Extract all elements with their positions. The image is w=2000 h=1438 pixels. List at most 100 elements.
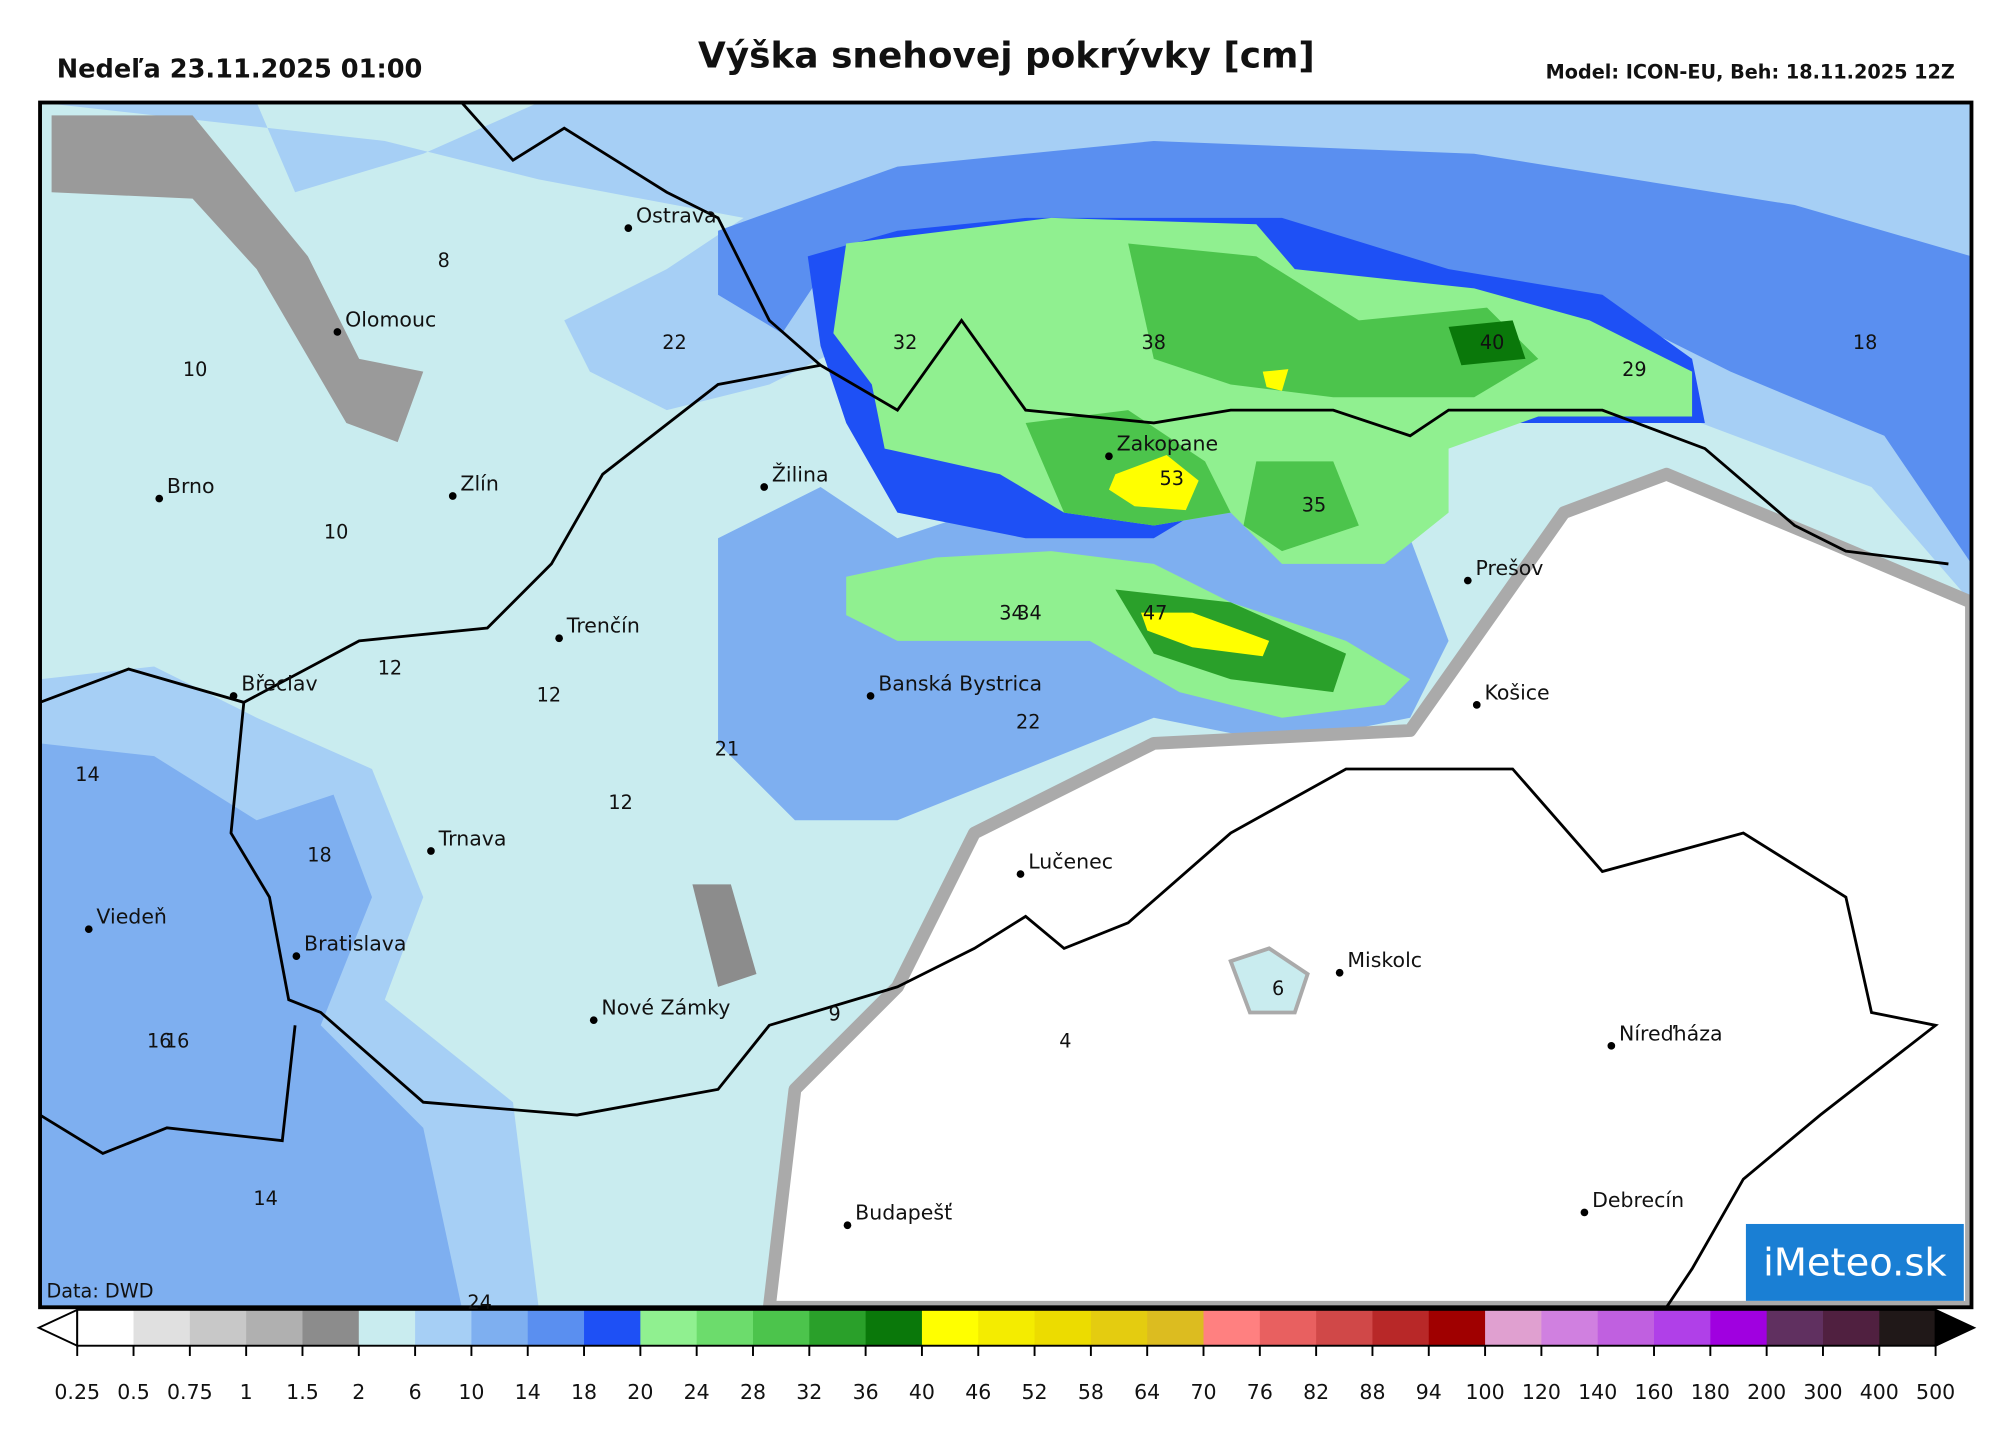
map-value: 40: [1480, 331, 1504, 354]
snow-area: [1128, 243, 1539, 398]
city-dot: [760, 483, 769, 491]
colorbar-segment: [1428, 1309, 1486, 1346]
city-dot: [589, 1016, 598, 1025]
colorbar-tick-label: 24: [684, 1380, 710, 1404]
map-value: 16: [147, 1029, 171, 1052]
colorbar-segment: [415, 1309, 473, 1346]
colorbar-tick-label: 14: [515, 1380, 541, 1404]
map-value: 12: [378, 657, 402, 680]
no-snow-area: [762, 467, 1972, 1308]
colorbar-segment: [1766, 1309, 1824, 1346]
map-value: 35: [1302, 494, 1326, 517]
city-label: Košice: [1484, 680, 1549, 704]
colorbar-segment: [1485, 1309, 1543, 1346]
map-value: 53: [1160, 467, 1184, 490]
colorbar-segment: [1597, 1309, 1655, 1346]
city-dot: [1105, 452, 1113, 461]
logo-box: [1745, 1223, 1964, 1301]
city-dot: [843, 1221, 852, 1230]
snow-area: [692, 884, 757, 987]
colorbar-tick-label: 76: [1247, 1380, 1273, 1404]
map-value: 29: [1622, 358, 1646, 381]
colorbar-segment: [1034, 1309, 1092, 1346]
data-source: Data: DWD: [46, 1279, 153, 1302]
colorbar-tick-label: 6: [409, 1380, 422, 1404]
city-label: Miskolc: [1347, 948, 1422, 972]
colorbar-tick-label: 28: [740, 1380, 766, 1404]
city-dot: [229, 692, 238, 700]
colorbar-segment: [1372, 1309, 1430, 1346]
city-dot: [427, 847, 435, 855]
snow-area: [1262, 369, 1289, 391]
colorbar-segment: [1316, 1309, 1374, 1346]
snow-area: [1140, 612, 1270, 657]
colorbar-segment: [133, 1309, 191, 1346]
colorbar-tick-label: 0.75: [167, 1380, 213, 1404]
snow-area: [1243, 461, 1359, 552]
city-dot: [1580, 1208, 1589, 1217]
logo: iMeteo.sk: [1763, 1240, 1947, 1285]
city-label: Níreďháza: [1619, 1021, 1723, 1045]
colorbar-segment: [1710, 1309, 1768, 1346]
city-dot: [448, 492, 457, 500]
colorbar-segment: [471, 1309, 529, 1346]
map-value: 34: [999, 601, 1023, 624]
city-label: Nové Zámky: [601, 996, 730, 1020]
colorbar-segment: [978, 1309, 1036, 1346]
city-dot: [1335, 968, 1344, 977]
snow-area: [51, 115, 424, 443]
map-value: 14: [253, 1187, 277, 1210]
colorbar-tick-label: 18: [571, 1380, 597, 1404]
city-label: Trnava: [438, 826, 507, 850]
colorbar-tick-label: 88: [1359, 1380, 1385, 1404]
map-value: 21: [715, 737, 739, 760]
colorbar-tick-label: 500: [1916, 1380, 1955, 1404]
colorbar-segment: [1541, 1309, 1599, 1346]
city-dot: [624, 224, 633, 232]
map-value: 22: [662, 331, 686, 354]
colorbar-segment: [358, 1309, 416, 1346]
colorbar-tick-label: 1.5: [286, 1380, 319, 1404]
cities: Ostrava Olomouc Brno Zlín Žilina Zakopane Tren…: [84, 204, 1723, 1230]
map-value: 8: [438, 249, 450, 272]
colorbar-segment: [1147, 1309, 1205, 1346]
city-label: Břeclav: [241, 671, 317, 695]
colorbar-tick-label: 70: [1190, 1380, 1216, 1404]
map-value: 32: [893, 331, 917, 354]
map-value: 22: [1016, 710, 1040, 733]
city-dot: [1463, 576, 1472, 585]
city-label: Zlín: [460, 471, 498, 495]
colorbar-segment: [1654, 1309, 1711, 1346]
colorbar-tick-label: 0.5: [117, 1380, 150, 1404]
city-label: Zakopane: [1117, 432, 1218, 456]
city-dot: [1607, 1041, 1616, 1050]
colorbar-segment: [640, 1309, 698, 1346]
colorbar-tick-label: 52: [1022, 1380, 1048, 1404]
city-dot: [1016, 870, 1025, 878]
colorbar-tick-label: 20: [627, 1380, 653, 1404]
city-label: Trenčín: [566, 614, 640, 638]
colorbar-tick-label: 0.25: [54, 1380, 100, 1404]
colorbar-segment: [1822, 1309, 1880, 1346]
city-label: Bratislava: [304, 932, 406, 956]
snow-area: [1228, 946, 1310, 1015]
colorbar-segment: [865, 1309, 923, 1346]
colorbar-tick-label: 160: [1634, 1380, 1673, 1404]
colorbar-segment: [77, 1309, 135, 1346]
map-value: 24: [467, 1291, 491, 1314]
colorbar-segment: [302, 1309, 360, 1346]
map-value: 16: [165, 1029, 189, 1052]
country-borders: [40, 102, 1949, 1308]
colorbar-tick-label: 1: [240, 1380, 253, 1404]
colorbar-segment: [1090, 1309, 1148, 1346]
map-value: 47: [1143, 601, 1167, 624]
map-value: 12: [608, 791, 632, 814]
colorbar-frame: [76, 1308, 1937, 1347]
city-label: Ostrava: [636, 204, 717, 228]
colorbar-segment: [1259, 1309, 1317, 1346]
city-label: Budapešť: [855, 1201, 952, 1225]
colorbar-tick-label: 300: [1803, 1380, 1842, 1404]
snow-area: [1108, 454, 1199, 511]
